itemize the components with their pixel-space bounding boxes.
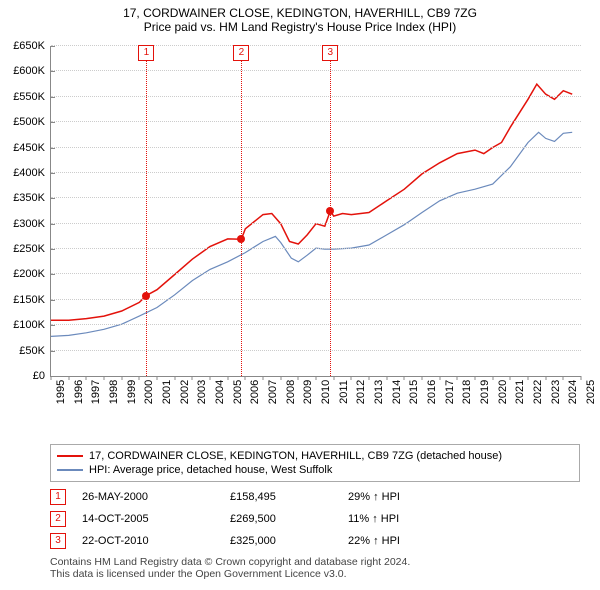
event-delta: 11% ↑ HPI: [348, 513, 468, 525]
y-tick-label: £350K: [13, 192, 51, 204]
y-gridline: [51, 45, 581, 46]
legend-label: HPI: Average price, detached house, West…: [89, 464, 332, 476]
y-tick-label: £150K: [13, 294, 51, 306]
chart: £0 £50K £100K £150K £200K £250K £300K £350K £400…: [0, 36, 600, 436]
x-tick-label: 2005: [228, 380, 244, 404]
y-gridline: [51, 324, 581, 325]
y-tick-label: £250K: [13, 243, 51, 255]
event-line: [146, 46, 147, 376]
x-tick-label: 2023: [546, 380, 562, 404]
y-gridline: [51, 350, 581, 351]
y-gridline: [51, 299, 581, 300]
y-gridline: [51, 147, 581, 148]
x-tick-label: 1996: [69, 380, 85, 404]
chart-title-block: 17, CORDWAINER CLOSE, KEDINGTON, HAVERHI…: [0, 0, 600, 36]
x-tick-label: 2014: [387, 380, 403, 404]
x-tick-label: 2008: [281, 380, 297, 404]
x-tick-label: 2011: [334, 380, 350, 404]
event-dot: [237, 235, 245, 243]
y-tick-label: £0: [33, 370, 51, 382]
event-row: 1 26-MAY-2000 £158,495 29% ↑ HPI: [50, 486, 580, 508]
x-tick-label: 2010: [316, 380, 332, 404]
x-tick-label: 2018: [457, 380, 473, 404]
y-tick-label: £450K: [13, 142, 51, 154]
event-marker-box: 3: [322, 45, 338, 61]
y-tick-label: £300K: [13, 218, 51, 230]
legend-row: HPI: Average price, detached house, West…: [57, 463, 573, 477]
x-tick-label: 2004: [210, 380, 226, 404]
series-hpi: [51, 132, 572, 336]
event-badge: 2: [50, 511, 66, 527]
legend: 17, CORDWAINER CLOSE, KEDINGTON, HAVERHI…: [50, 444, 580, 482]
x-tick-label: 1998: [104, 380, 120, 404]
y-tick-label: £550K: [13, 91, 51, 103]
plot-area: £0£50K£100K£150K£200K£250K£300K£350K£400…: [50, 46, 581, 377]
event-marker-box: 2: [233, 45, 249, 61]
y-gridline: [51, 172, 581, 173]
legend-swatch: [57, 469, 83, 471]
x-tick-label: 2015: [404, 380, 420, 404]
x-tick-label: 2002: [175, 380, 191, 404]
chart-title-line2: Price paid vs. HM Land Registry's House …: [4, 20, 596, 34]
event-dot: [142, 292, 150, 300]
x-tick-label: 2024: [563, 380, 579, 404]
event-delta: 29% ↑ HPI: [348, 491, 468, 503]
y-tick-label: £200K: [13, 268, 51, 280]
y-gridline: [51, 121, 581, 122]
y-tick-label: £600K: [13, 65, 51, 77]
event-price: £325,000: [230, 535, 340, 547]
event-price: £158,495: [230, 491, 340, 503]
x-tick-label: 2003: [192, 380, 208, 404]
event-badge: 1: [50, 489, 66, 505]
x-tick-label: 2025: [581, 380, 597, 404]
x-tick-label: 2022: [528, 380, 544, 404]
x-tick-label: 2020: [493, 380, 509, 404]
event-badge: 3: [50, 533, 66, 549]
x-tick-label: 2021: [510, 380, 526, 404]
footnote-line1: Contains HM Land Registry data © Crown c…: [50, 556, 580, 568]
event-date: 22-OCT-2010: [82, 535, 222, 547]
y-tick-label: £400K: [13, 167, 51, 179]
y-tick-label: £650K: [13, 40, 51, 52]
y-tick-label: £500K: [13, 116, 51, 128]
x-tick-label: 2009: [298, 380, 314, 404]
chart-title-line1: 17, CORDWAINER CLOSE, KEDINGTON, HAVERHI…: [4, 6, 596, 20]
y-gridline: [51, 197, 581, 198]
y-tick-label: £100K: [13, 319, 51, 331]
y-gridline: [51, 273, 581, 274]
x-tick-label: 2013: [369, 380, 385, 404]
footnote: Contains HM Land Registry data © Crown c…: [50, 556, 580, 580]
footnote-line2: This data is licensed under the Open Gov…: [50, 568, 580, 580]
series-prop: [51, 84, 572, 320]
y-gridline: [51, 96, 581, 97]
legend-row: 17, CORDWAINER CLOSE, KEDINGTON, HAVERHI…: [57, 449, 573, 463]
event-dot: [326, 207, 334, 215]
legend-swatch: [57, 455, 83, 457]
y-gridline: [51, 70, 581, 71]
event-date: 14-OCT-2005: [82, 513, 222, 525]
x-tick-label: 2017: [440, 380, 456, 404]
events-table: 1 26-MAY-2000 £158,495 29% ↑ HPI 2 14-OCT-200…: [50, 486, 580, 552]
x-tick-label: 2016: [422, 380, 438, 404]
x-tick-label: 2019: [475, 380, 491, 404]
x-tick-label: 1995: [51, 380, 67, 404]
event-row: 3 22-OCT-2010 £325,000 22% ↑ HPI: [50, 530, 580, 552]
x-tick-label: 2006: [245, 380, 261, 404]
x-tick-label: 1999: [122, 380, 138, 404]
y-gridline: [51, 223, 581, 224]
x-tick-label: 2001: [157, 380, 173, 404]
event-marker-box: 1: [138, 45, 154, 61]
legend-label: 17, CORDWAINER CLOSE, KEDINGTON, HAVERHI…: [89, 450, 502, 462]
x-tick-label: 2000: [139, 380, 155, 404]
event-delta: 22% ↑ HPI: [348, 535, 468, 547]
event-price: £269,500: [230, 513, 340, 525]
event-date: 26-MAY-2000: [82, 491, 222, 503]
x-tick-label: 1997: [86, 380, 102, 404]
y-tick-label: £50K: [19, 345, 51, 357]
event-line: [241, 46, 242, 376]
x-tick-label: 2007: [263, 380, 279, 404]
x-tick-label: 2012: [351, 380, 367, 404]
y-gridline: [51, 248, 581, 249]
event-row: 2 14-OCT-2005 £269,500 11% ↑ HPI: [50, 508, 580, 530]
